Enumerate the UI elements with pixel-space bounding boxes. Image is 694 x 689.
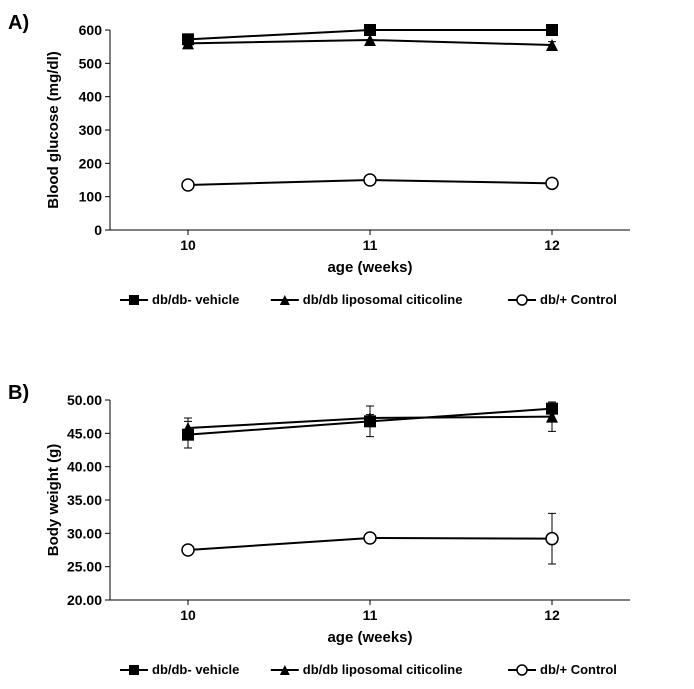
svg-text:300: 300 <box>79 122 103 138</box>
svg-text:db/+ Control: db/+ Control <box>540 292 617 307</box>
svg-text:30.00: 30.00 <box>67 525 102 541</box>
svg-text:Blood glucose (mg/dl): Blood glucose (mg/dl) <box>45 51 62 209</box>
svg-text:400: 400 <box>79 89 103 105</box>
svg-text:Body weight (g): Body weight (g) <box>45 444 62 557</box>
svg-text:10: 10 <box>180 607 196 623</box>
chart-b: 20.00 25.00 30.00 35.00 40.00 45.00 50.00 10 11 1… <box>0 340 694 689</box>
svg-text:25.00: 25.00 <box>67 559 102 575</box>
svg-text:db/db liposomal citicoline: db/db liposomal citicoline <box>303 292 463 307</box>
svg-text:11: 11 <box>363 607 378 623</box>
svg-text:10: 10 <box>180 237 196 253</box>
svg-text:12: 12 <box>544 607 560 623</box>
svg-text:age (weeks): age (weeks) <box>327 259 412 276</box>
svg-text:40.00: 40.00 <box>67 459 102 475</box>
svg-text:age (weeks): age (weeks) <box>327 629 412 646</box>
svg-text:db/db- vehicle: db/db- vehicle <box>152 662 239 677</box>
svg-text:db/db- vehicle: db/db- vehicle <box>152 292 239 307</box>
svg-text:200: 200 <box>79 155 103 171</box>
figure-container: A) 0100200300400500600101112Blood glucos… <box>0 0 694 689</box>
svg-text:12: 12 <box>544 237 560 253</box>
svg-text:35.00: 35.00 <box>67 492 102 508</box>
svg-text:db/+ Control: db/+ Control <box>540 662 617 677</box>
svg-text:50.00: 50.00 <box>67 392 102 408</box>
svg-text:500: 500 <box>79 55 103 71</box>
svg-text:45.00: 45.00 <box>67 425 102 441</box>
svg-text:100: 100 <box>79 189 103 205</box>
svg-text:11: 11 <box>363 237 378 253</box>
svg-text:600: 600 <box>79 22 103 38</box>
svg-text:0: 0 <box>94 222 102 238</box>
svg-text:db/db liposomal citicoline: db/db liposomal citicoline <box>303 662 463 677</box>
chart-a: 0 100 200 300 400 500 600 10 11 12 Blood glucose (… <box>0 0 694 340</box>
svg-text:20.00: 20.00 <box>67 592 102 608</box>
